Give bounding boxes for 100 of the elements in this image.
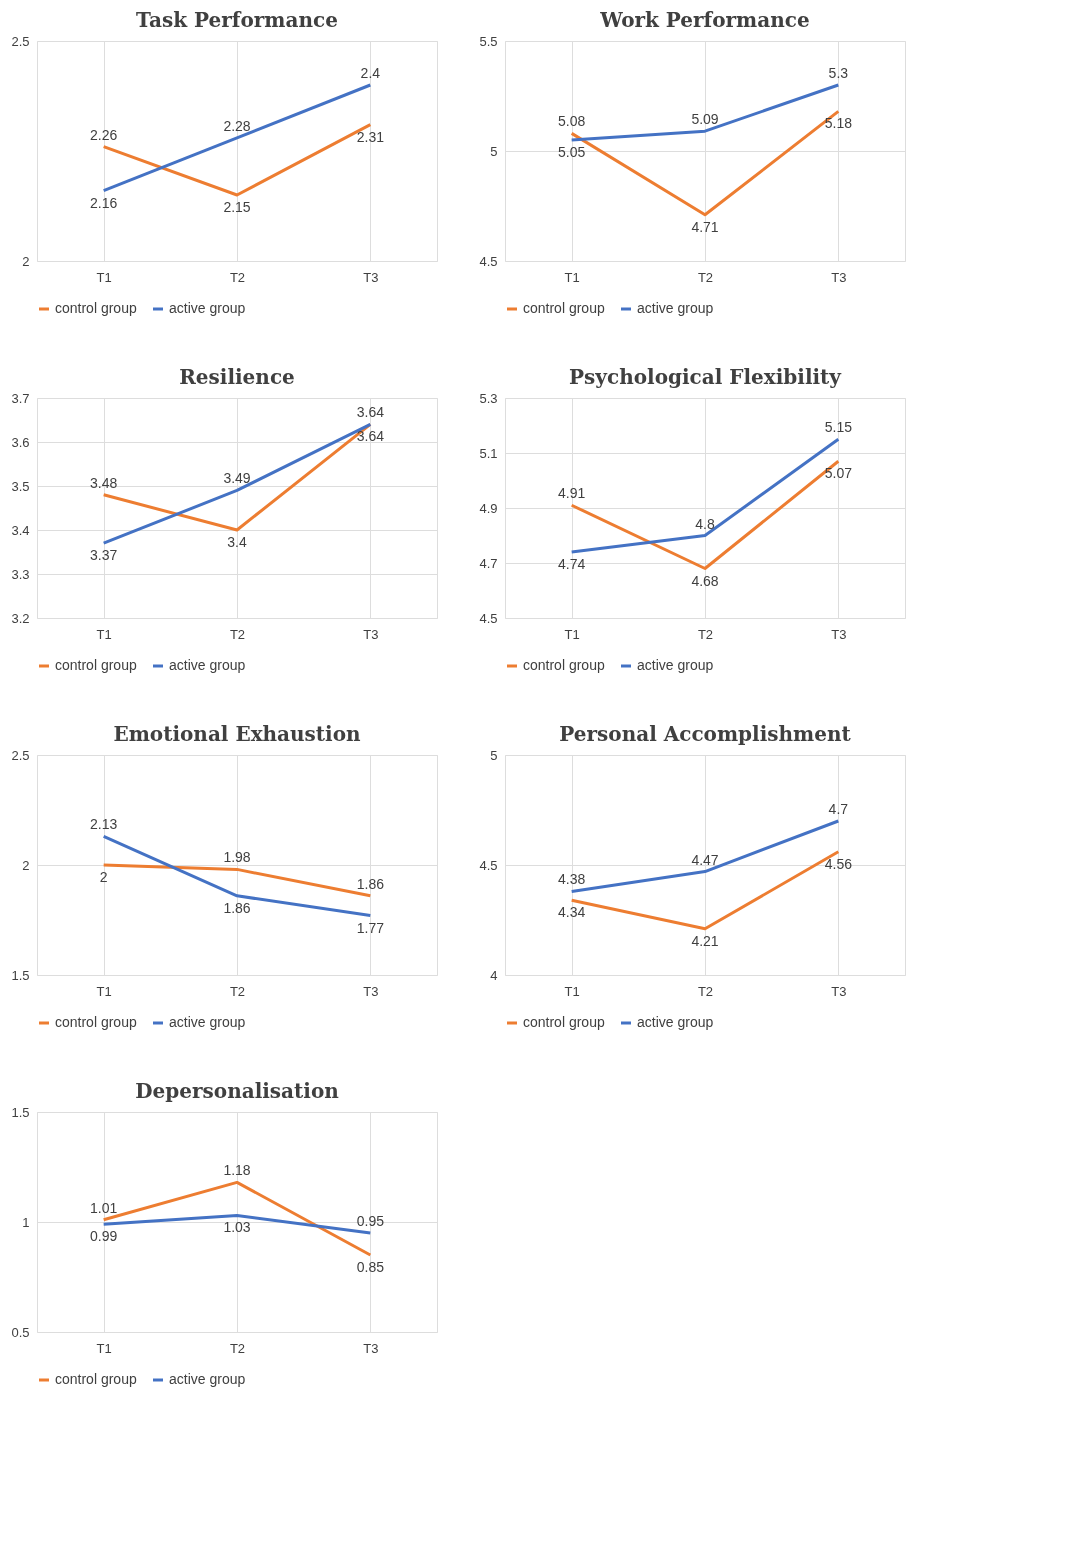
data-label: 3.64 [356,428,385,445]
chart-title: Psychological Flexibility [569,365,843,389]
data-label: 0.99 [90,1228,118,1245]
data-label: 3.48 [90,474,118,491]
legend-label: active group [637,657,714,673]
x-tick-label: T2 [697,626,714,642]
data-label: 5.3 [828,65,849,81]
data-label: 2.13 [90,816,118,833]
legend-label: control group [55,300,137,316]
legend-label: control group [523,1014,605,1030]
data-label: 5.09 [691,111,719,128]
data-label: 5.05 [558,144,586,160]
data-label: 3.37 [90,547,118,564]
x-tick-label: T2 [229,983,246,999]
chart-title: Depersonalisation [135,1079,340,1103]
data-label: 4.8 [695,515,715,532]
y-tick-label: 2 [22,857,30,873]
y-tick-label: 1 [22,1214,30,1230]
data-label: 1.98 [223,849,251,866]
data-label: 5.07 [824,465,853,482]
x-tick-label: T3 [831,269,847,285]
x-tick-label: T3 [363,983,379,999]
x-tick-label: T3 [363,626,379,642]
legend-label: active group [169,657,246,673]
y-tick-label: 5.5 [479,33,498,49]
data-label: 0.85 [356,1259,385,1275]
data-label: 3.64 [356,404,385,421]
y-tick-label: 3.2 [11,610,30,626]
data-label: 0.95 [356,1213,385,1229]
data-label: 5.08 [558,113,586,130]
chart-title: Task Performance [136,8,338,32]
data-label: 1.03 [223,1219,251,1236]
data-label: 4.21 [691,932,719,949]
x-tick-label: T1 [96,626,112,642]
x-tick-label: T2 [229,269,246,285]
y-tick-label: 2.5 [11,33,30,49]
y-tick-label: 1.5 [11,1104,30,1120]
data-label: 2 [99,869,108,885]
data-label: 5.18 [824,115,853,132]
legend-label: active group [169,1371,246,1387]
y-tick-label: 5 [490,747,498,763]
x-tick-label: T2 [697,983,714,999]
data-label: 2.31 [356,128,385,145]
y-tick-label: 1.5 [11,967,30,983]
legend-label: control group [55,657,137,673]
y-tick-label: 4.5 [479,610,498,626]
legend-label: control group [523,300,605,316]
y-tick-label: 4.5 [479,857,498,873]
data-label: 4.56 [824,855,853,872]
y-tick-label: 4 [490,967,498,983]
chart-title: Emotional Exhaustion [113,722,362,746]
y-tick-label: 3.3 [11,566,30,582]
legend-label: control group [523,657,605,673]
y-tick-label: 2.5 [11,747,30,763]
legend-label: control group [55,1371,137,1387]
data-label: 2.28 [223,117,251,134]
data-label: 4.91 [558,485,586,502]
data-label: 4.68 [691,572,719,589]
y-tick-label: 5.1 [479,445,498,461]
x-tick-label: T2 [697,269,714,285]
y-tick-label: 3.7 [11,390,30,406]
y-tick-label: 3.4 [11,522,30,538]
y-tick-label: 2 [22,253,30,269]
y-tick-label: 4.5 [479,253,498,269]
data-label: 1.86 [223,899,251,916]
data-label: 1.01 [90,1199,118,1216]
legend-label: active group [169,300,246,316]
data-label: 1.77 [356,919,385,936]
legend-label: active group [637,1014,714,1030]
y-tick-label: 3.6 [11,434,30,450]
data-label: 2.16 [90,194,118,211]
data-label: 2.26 [90,126,118,143]
legend-label: active group [169,1014,246,1030]
chart-title: Personal Accomplishment [559,722,852,746]
x-tick-label: T2 [229,1340,246,1356]
x-tick-label: T3 [831,983,847,999]
y-tick-label: 4.9 [479,500,498,516]
x-tick-label: T3 [831,626,847,642]
data-label: 3.4 [227,534,247,550]
data-label: 1.86 [356,875,385,892]
data-label: 1.18 [223,1162,251,1179]
chart-title: Work Performance [599,8,810,32]
data-label: 2.4 [360,65,381,81]
x-tick-label: T1 [96,983,112,999]
x-tick-label: T1 [564,983,580,999]
x-tick-label: T3 [363,1340,379,1356]
data-label: 2.15 [223,199,251,215]
data-label: 4.38 [558,871,586,888]
data-label: 4.7 [828,801,849,817]
y-tick-label: 5.3 [479,390,498,406]
y-tick-label: 0.5 [11,1324,30,1340]
y-tick-label: 5 [490,143,498,159]
x-tick-label: T1 [564,626,580,642]
x-tick-label: T1 [96,269,112,285]
data-label: 3.49 [223,470,251,487]
data-label: 4.74 [558,556,586,572]
x-tick-label: T2 [229,626,246,642]
x-tick-label: T1 [564,269,580,285]
legend-label: control group [55,1014,137,1030]
legend-label: active group [637,300,714,316]
